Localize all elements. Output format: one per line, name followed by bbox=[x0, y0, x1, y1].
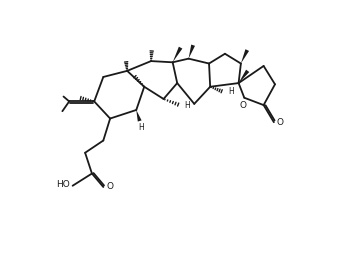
Polygon shape bbox=[239, 70, 249, 83]
Text: H: H bbox=[228, 87, 234, 96]
Text: O: O bbox=[277, 118, 284, 127]
Polygon shape bbox=[136, 110, 142, 122]
Polygon shape bbox=[189, 45, 195, 59]
Polygon shape bbox=[173, 47, 182, 62]
Text: O: O bbox=[240, 101, 247, 110]
Text: HO: HO bbox=[56, 180, 70, 189]
Text: H: H bbox=[185, 101, 190, 110]
Polygon shape bbox=[241, 49, 249, 63]
Text: O: O bbox=[106, 183, 113, 191]
Text: H: H bbox=[138, 123, 144, 132]
